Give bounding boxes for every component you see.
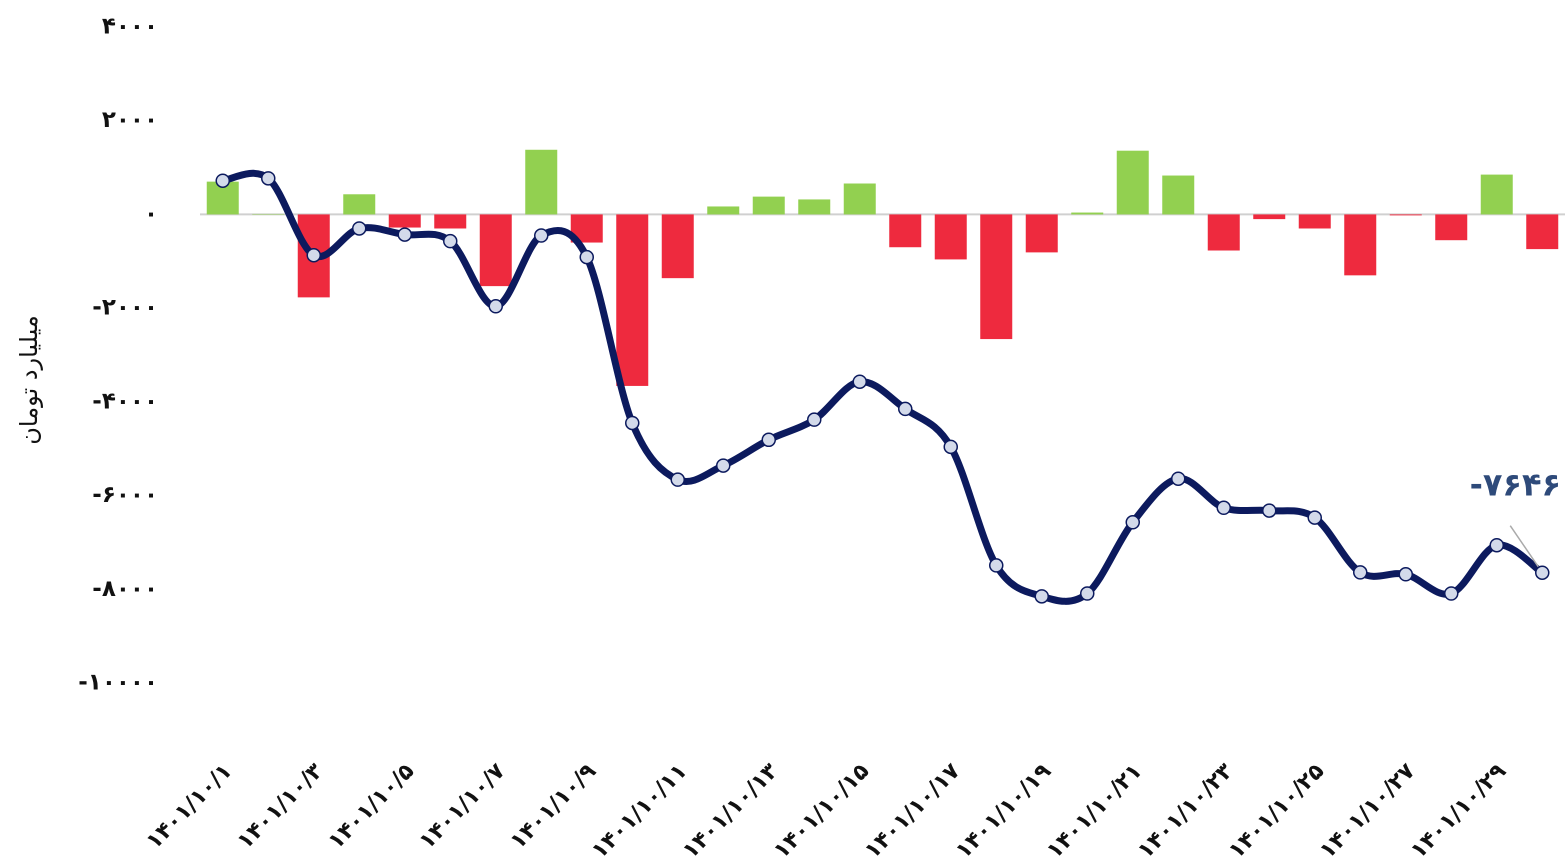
line-marker: [761, 432, 776, 448]
line-marker: [1171, 471, 1186, 486]
line-marker: [1307, 510, 1322, 525]
bar: [343, 194, 376, 215]
y-tick-label: ۴۰۰۰: [102, 14, 158, 40]
line-marker: [898, 401, 913, 417]
annotation: -۷۶۴۶: [1470, 466, 1561, 504]
bar: [1207, 214, 1240, 251]
x-tick-label: ۱۴۰۱/۱۰/۹: [506, 759, 602, 855]
bar: [1025, 214, 1058, 253]
y-tick-label: -۲۰۰۰: [92, 295, 158, 321]
x-tick-label: ۱۴۰۱/۱۰/۲۷: [1315, 758, 1420, 863]
bar: [525, 149, 558, 215]
line-marker: [1262, 503, 1277, 518]
line-marker: [1353, 565, 1368, 580]
line-marker: [1398, 567, 1413, 582]
line-marker: [215, 173, 230, 188]
line-marker: [352, 221, 367, 236]
x-tick-label: ۱۴۰۱/۱۰/۱۱: [587, 759, 692, 864]
bar: [1071, 212, 1104, 215]
line-marker: [989, 558, 1004, 573]
bar: [752, 196, 785, 215]
x-tick-label: ۱۴۰۱/۱۰/۱۹: [951, 759, 1056, 864]
line-marker: [397, 227, 412, 242]
x-tick-label: ۱۴۰۱/۱۰/۳: [233, 758, 329, 854]
bar: [388, 214, 421, 228]
line-marker: [488, 299, 503, 314]
bar: [1344, 214, 1377, 276]
x-tick-label: ۱۴۰۱/۱۰/۲۱: [1042, 759, 1147, 864]
line-marker: [716, 458, 731, 473]
line-marker: [625, 415, 640, 431]
bar: [798, 199, 831, 215]
y-tick-label: ۲۰۰۰: [102, 107, 158, 133]
annotation-leader: [1509, 525, 1539, 568]
bar: [434, 214, 467, 229]
line-marker: [1080, 586, 1095, 601]
line-marker: [443, 233, 458, 249]
bar: [1298, 214, 1331, 229]
line-marker: [1034, 589, 1049, 604]
bar: [1526, 214, 1559, 250]
x-tick-label: ۱۴۰۱/۱۰/۱۳: [678, 758, 783, 863]
y-tick-label: -۴۰۰۰: [92, 388, 158, 414]
x-tick-label: ۱۴۰۱/۱۰/۲۳: [1133, 758, 1238, 863]
y-tick-label: -۱۰۰۰۰: [78, 670, 158, 696]
bar: [843, 183, 876, 215]
x-tick-label: ۱۴۰۱/۱۰/۲۹: [1406, 759, 1511, 864]
line-marker: [306, 247, 321, 263]
bar: [479, 214, 512, 287]
line-marker: [807, 412, 822, 427]
bar: [980, 214, 1013, 340]
line-marker: [1125, 515, 1140, 530]
bar: [1389, 214, 1422, 216]
x-tick-label: ۱۴۰۱/۱۰/۱۷: [860, 758, 965, 863]
x-tick-label: ۱۴۰۱/۱۰/۱: [142, 759, 238, 855]
bar: [661, 214, 694, 279]
x-tick-label: ۱۴۰۱/۱۰/۱۵: [769, 759, 874, 864]
bar: [1480, 174, 1513, 215]
bar: [934, 214, 967, 260]
line-marker: [1216, 500, 1231, 516]
bar: [1162, 175, 1195, 215]
line-marker: [670, 472, 685, 487]
line-marker: [1489, 537, 1504, 553]
y-tick-label: -۸۰۰۰: [92, 576, 158, 602]
line-marker: [534, 228, 549, 243]
bar: [1253, 214, 1286, 220]
x-tick-label: ۱۴۰۱/۱۰/۵: [324, 759, 420, 855]
bar: [1116, 150, 1149, 215]
bar: [707, 206, 740, 215]
y-tick-label: -۶۰۰۰: [92, 482, 158, 508]
line-marker: [1535, 565, 1550, 580]
line-marker: [261, 171, 276, 186]
y-tick-label: ۰: [144, 201, 158, 227]
bar: [1435, 214, 1468, 241]
x-tick-label: ۱۴۰۱/۱۰/۲۵: [1224, 759, 1329, 864]
bar: [889, 214, 922, 248]
line-marker: [943, 439, 958, 455]
line-marker: [579, 249, 594, 265]
line-marker: [852, 374, 867, 389]
line-marker: [1444, 586, 1459, 601]
bar: [616, 214, 649, 386]
x-tick-label: ۱۴۰۱/۱۰/۷: [415, 758, 511, 854]
y-axis-label: میلیارد تومان: [15, 315, 43, 444]
